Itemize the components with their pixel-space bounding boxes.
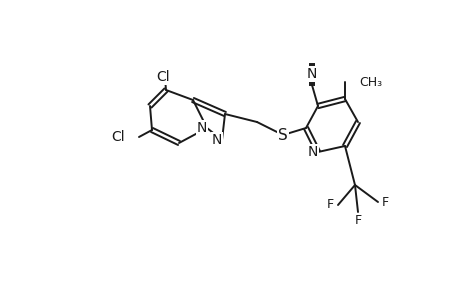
Text: F: F — [381, 196, 388, 208]
Text: N: N — [306, 67, 317, 81]
Text: Cl: Cl — [111, 130, 125, 144]
Text: S: S — [278, 128, 287, 142]
Text: N: N — [196, 121, 207, 135]
Text: F: F — [354, 214, 361, 227]
Text: N: N — [211, 133, 222, 147]
Text: N: N — [307, 145, 317, 159]
Text: Cl: Cl — [156, 70, 169, 84]
Text: F: F — [326, 199, 333, 212]
Text: CH₃: CH₃ — [358, 76, 381, 88]
